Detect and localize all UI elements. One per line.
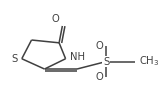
Text: S: S: [103, 57, 109, 66]
Text: CH$_3$: CH$_3$: [139, 55, 159, 68]
Text: O: O: [95, 41, 103, 51]
Text: NH: NH: [70, 52, 85, 62]
Text: O: O: [95, 72, 103, 82]
Text: S: S: [12, 54, 18, 64]
Text: O: O: [51, 14, 59, 24]
